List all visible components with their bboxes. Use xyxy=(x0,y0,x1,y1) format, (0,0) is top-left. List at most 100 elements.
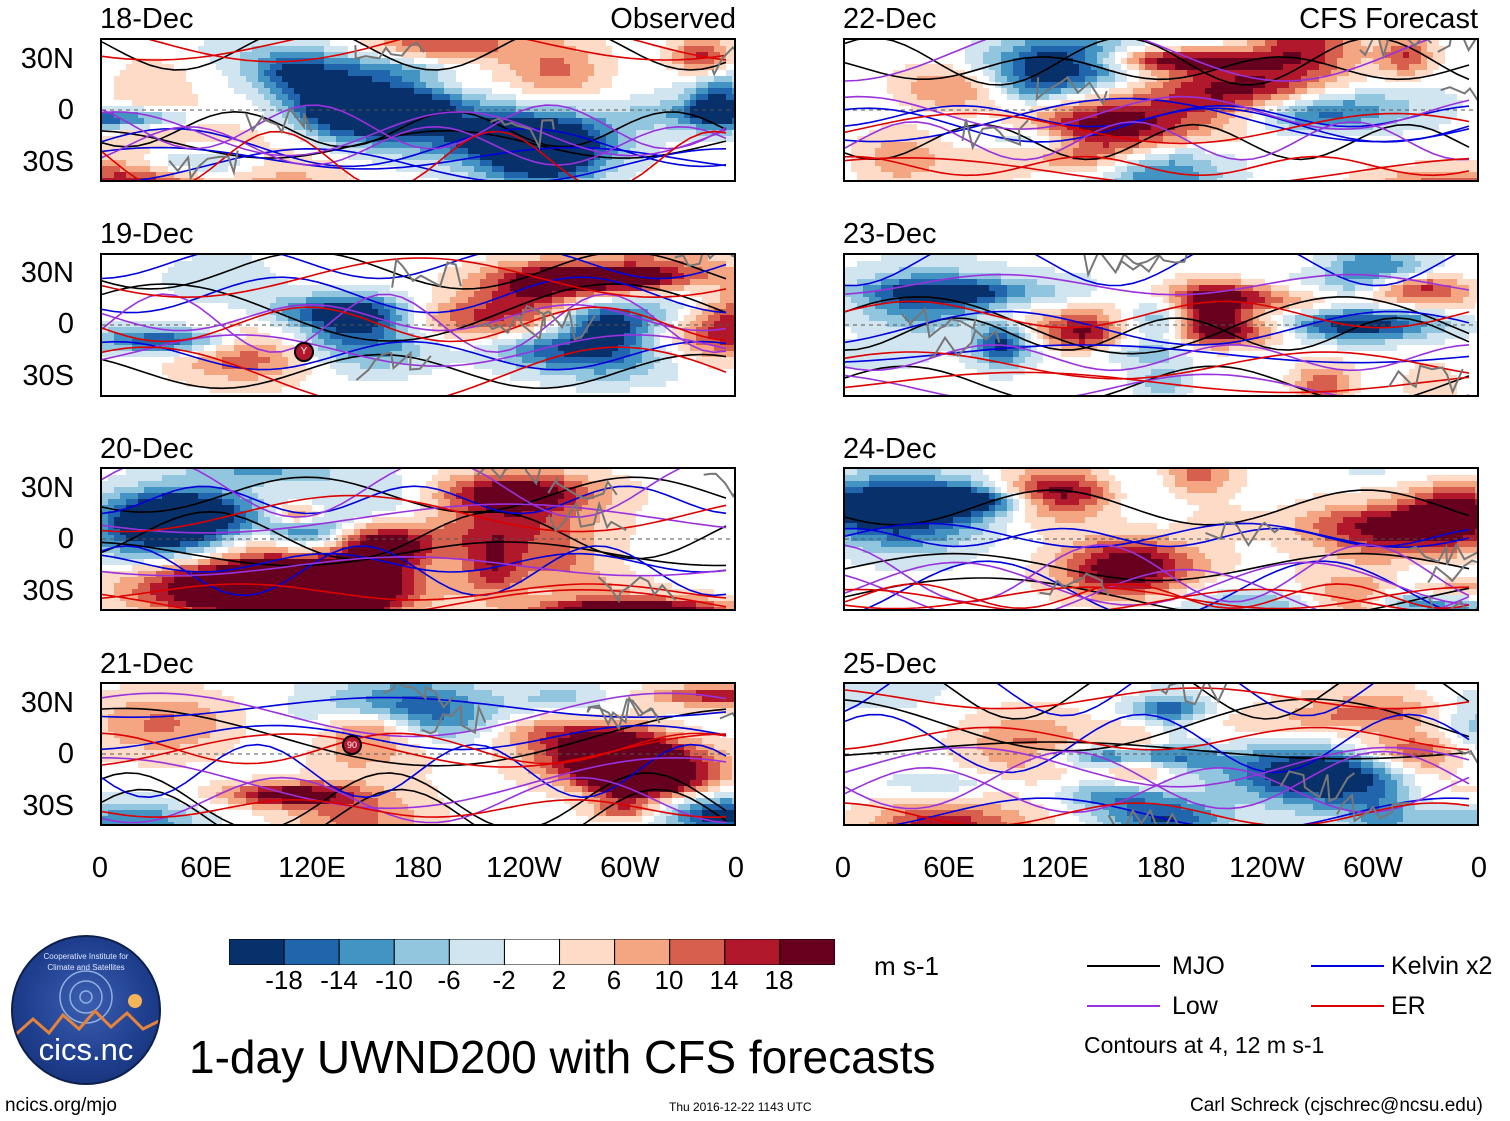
contour-low xyxy=(102,303,727,332)
lat-tick-30n: 30N xyxy=(4,474,74,503)
lat-tick-eq: 0 xyxy=(4,310,74,339)
colorbar-label: -18 xyxy=(254,967,314,993)
uwnd-field xyxy=(845,255,1477,395)
lon-tick: 120W xyxy=(1207,854,1327,883)
colorbar-swatch xyxy=(779,939,835,965)
lon-tick: 180 xyxy=(1101,854,1221,883)
contour-er xyxy=(102,257,727,299)
contour-mjo xyxy=(102,40,727,71)
lon-tick: 0 xyxy=(40,854,160,883)
contour-er xyxy=(845,155,1470,177)
contour-mjo xyxy=(845,56,1470,81)
colorbar xyxy=(229,939,835,965)
contour-kelvin-x2 xyxy=(102,255,727,280)
coastline xyxy=(355,350,432,381)
contour-mjo xyxy=(102,283,727,342)
coastline xyxy=(674,255,734,267)
contour-kelvin-x2 xyxy=(102,545,727,597)
page-title: 1-day UWND200 with CFS forecasts xyxy=(189,1032,935,1082)
legend-kelvin: Kelvin x2 xyxy=(1391,954,1492,979)
legend-line-er xyxy=(1311,1005,1384,1007)
coastline xyxy=(518,307,596,341)
coastline xyxy=(1406,542,1477,566)
lat-tick-30s: 30S xyxy=(4,792,74,821)
contour-low xyxy=(845,40,1429,82)
coastline xyxy=(476,469,542,486)
contour-low xyxy=(102,503,727,534)
colorbar-label: 6 xyxy=(584,967,644,993)
contour-er xyxy=(845,351,1470,380)
contour-er xyxy=(845,687,1470,710)
contour-kelvin-x2 xyxy=(895,797,1470,824)
contour-kelvin-x2 xyxy=(845,522,1470,549)
contour-mjo xyxy=(845,552,1470,582)
lon-tick: 120W xyxy=(464,854,584,883)
contour-kelvin-x2 xyxy=(102,276,727,314)
contour-low xyxy=(102,104,727,150)
footer-timestamp: Thu 2016-12-22 1143 UTC xyxy=(669,1101,812,1113)
coastline xyxy=(1107,808,1179,824)
contour-er xyxy=(102,346,727,395)
colorbar-swatch xyxy=(724,939,781,965)
colorbar-swatch xyxy=(503,939,561,965)
coastline xyxy=(168,150,239,180)
contour-mjo xyxy=(845,698,1470,752)
contour-low xyxy=(102,692,727,738)
coastline xyxy=(597,575,677,604)
legend-low: Low xyxy=(1172,994,1218,1019)
lat-tick-30n: 30N xyxy=(4,45,74,74)
coastline xyxy=(490,117,555,151)
contour-note: Contours at 4, 12 m s-1 xyxy=(1084,1033,1324,1058)
colorbar-label: -14 xyxy=(309,967,369,993)
coastline xyxy=(421,703,487,735)
contour-low xyxy=(845,343,1470,372)
contour-low xyxy=(102,776,727,824)
panel-date-obs-2: 19-Dec xyxy=(100,220,194,249)
lon-tick: 60E xyxy=(889,854,1009,883)
lon-tick: 0 xyxy=(783,854,903,883)
lat-tick-30n: 30N xyxy=(4,689,74,718)
contour-mjo xyxy=(943,684,1470,720)
uwnd-field xyxy=(845,684,1477,824)
footer-website[interactable]: ncics.org/mjo xyxy=(5,1096,117,1115)
contour-low xyxy=(102,125,727,166)
panel-date-obs-3: 20-Dec xyxy=(100,435,194,464)
contour-low xyxy=(102,469,681,518)
contour-kelvin-x2 xyxy=(102,127,727,168)
contour-kelvin-x2 xyxy=(845,255,1457,287)
colorbar-label: 18 xyxy=(749,967,809,993)
uwnd-field xyxy=(102,255,734,395)
contour-er xyxy=(845,300,1470,329)
contour-low xyxy=(845,95,1470,130)
units-label: m s-1 xyxy=(874,953,939,979)
contour-er xyxy=(102,40,727,61)
coastline xyxy=(1427,559,1477,584)
contour-low xyxy=(102,111,727,157)
lat-tick-30s: 30S xyxy=(4,362,74,391)
contour-er xyxy=(845,371,1470,394)
coastline xyxy=(547,500,627,533)
contour-low xyxy=(845,120,1470,161)
logo-graphic xyxy=(13,970,159,1039)
forecast-label: CFS Forecast xyxy=(1180,5,1478,34)
uwnd-field xyxy=(102,469,734,609)
contour-er xyxy=(845,586,1470,609)
contour-mjo xyxy=(102,541,727,567)
lon-tick: 60E xyxy=(146,854,266,883)
contour-er xyxy=(845,588,1411,609)
contour-mjo xyxy=(845,489,1470,526)
contour-mjo xyxy=(102,353,727,390)
lon-tick: 0 xyxy=(1419,854,1510,883)
colorbar-swatch xyxy=(669,939,726,965)
coastline xyxy=(1440,86,1477,102)
map-panel-fc-2 xyxy=(843,253,1479,397)
colorbar-swatch xyxy=(283,939,340,965)
contour-low xyxy=(102,293,727,354)
storm-marker: 90 xyxy=(342,735,362,755)
coastline xyxy=(1388,364,1464,395)
lat-tick-30n: 30N xyxy=(4,259,74,288)
contour-kelvin-x2 xyxy=(102,743,727,799)
lat-tick-eq: 0 xyxy=(4,96,74,125)
coastline xyxy=(703,472,734,499)
coastline xyxy=(1159,684,1228,706)
